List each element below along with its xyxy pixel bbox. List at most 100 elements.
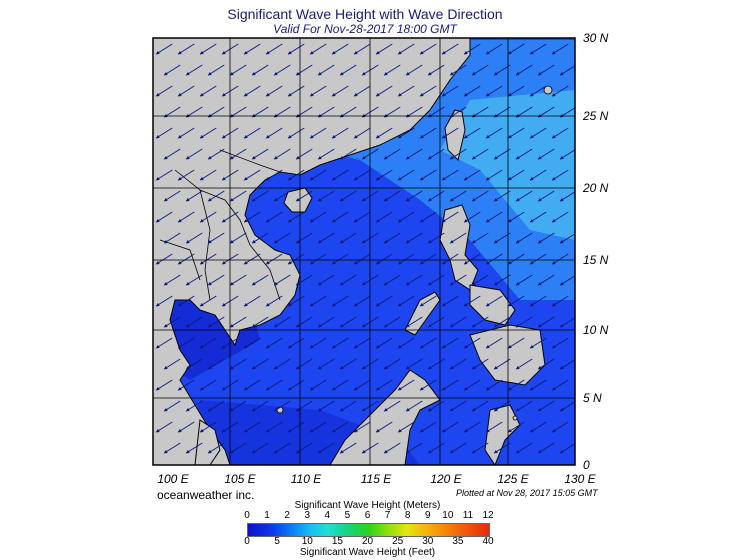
wave-arrow bbox=[405, 400, 423, 412]
wave-arrow bbox=[199, 295, 217, 307]
wave-arrow bbox=[471, 106, 489, 118]
wave-arrow bbox=[383, 64, 401, 76]
wave-arrow bbox=[309, 379, 327, 391]
wave-arrow bbox=[383, 274, 401, 286]
wave-arrow bbox=[229, 316, 247, 328]
wave-arrow bbox=[427, 400, 445, 412]
wave-arrow bbox=[449, 232, 467, 244]
wave-arrow bbox=[441, 295, 459, 307]
wave-arrow bbox=[375, 169, 393, 181]
wave-arrow bbox=[199, 421, 217, 433]
wave-arrow bbox=[463, 253, 481, 265]
wave-arrow bbox=[485, 379, 503, 391]
legend-feet-tick: 35 bbox=[452, 536, 464, 547]
wave-arrow bbox=[207, 232, 225, 244]
wave-arrow bbox=[463, 379, 481, 391]
wave-arrow bbox=[449, 106, 467, 118]
wave-arrow bbox=[287, 379, 305, 391]
wave-arrow bbox=[507, 337, 525, 349]
wave-arrow bbox=[163, 274, 181, 286]
wave-arrow bbox=[317, 190, 335, 202]
wave-arrow bbox=[207, 274, 225, 286]
wave-arrow bbox=[207, 190, 225, 202]
lat-label-5n: 5 N bbox=[583, 391, 602, 405]
wave-arrow bbox=[273, 274, 291, 286]
wave-arrow bbox=[397, 379, 415, 391]
wave-arrow bbox=[471, 274, 489, 286]
wave-arrow bbox=[537, 358, 555, 370]
wave-arrow bbox=[515, 358, 533, 370]
wave-arrow bbox=[163, 316, 181, 328]
wave-arrow bbox=[449, 274, 467, 286]
wave-arrow bbox=[199, 253, 217, 265]
legend-feet-tick: 10 bbox=[301, 536, 313, 547]
wave-arrow bbox=[199, 43, 217, 55]
wave-arrow bbox=[229, 358, 247, 370]
wave-arrow bbox=[265, 295, 283, 307]
wave-arrow bbox=[383, 358, 401, 370]
land-sulawesi bbox=[484, 404, 521, 465]
lat-label-20n: 20 N bbox=[583, 181, 609, 195]
wave-arrow bbox=[243, 295, 261, 307]
wave-arrow bbox=[551, 43, 569, 55]
wave-arrow bbox=[485, 85, 503, 97]
wave-arrow bbox=[309, 85, 327, 97]
wave-arrow bbox=[331, 379, 349, 391]
legend-meter-tick: 11 bbox=[462, 510, 474, 521]
wave-arrow bbox=[471, 64, 489, 76]
wave-arrow bbox=[529, 253, 547, 265]
land-borneo bbox=[329, 369, 441, 465]
wave-arrow bbox=[265, 211, 283, 223]
wave-arrow bbox=[353, 169, 371, 181]
wave-arrow bbox=[537, 106, 555, 118]
wave-arrow bbox=[163, 106, 181, 118]
wave-arrow bbox=[251, 64, 269, 76]
wave-arrow bbox=[529, 43, 547, 55]
lon-label-130e: 130 E bbox=[564, 472, 596, 486]
lon-label-110e: 110 E bbox=[290, 472, 322, 486]
wave-arrow bbox=[507, 295, 525, 307]
wave-arrow bbox=[383, 400, 401, 412]
wave-arrow bbox=[229, 442, 247, 454]
wave-arrow bbox=[199, 127, 217, 139]
wave-arrow bbox=[331, 253, 349, 265]
wave-arrow bbox=[427, 106, 445, 118]
wave-arrow bbox=[309, 337, 327, 349]
wave-arrow bbox=[529, 169, 547, 181]
wave-arrow bbox=[155, 211, 173, 223]
wave-arrow bbox=[375, 127, 393, 139]
wave-arrow bbox=[537, 400, 555, 412]
wave-arrow bbox=[559, 317, 575, 328]
wave-arrow bbox=[441, 169, 459, 181]
wave-arrow bbox=[185, 64, 203, 76]
wave-arrow bbox=[251, 442, 269, 454]
legend-meter-tick: 6 bbox=[364, 510, 371, 521]
wave-arrow bbox=[155, 85, 173, 97]
legend-meter-tick: 7 bbox=[384, 510, 391, 521]
wave-arrow bbox=[419, 43, 437, 55]
wave-arrow bbox=[309, 43, 327, 55]
wave-arrow bbox=[199, 211, 217, 223]
wave-arrow bbox=[229, 190, 247, 202]
wave-arrow bbox=[397, 85, 415, 97]
wave-arrow bbox=[287, 253, 305, 265]
wave-arrow bbox=[331, 337, 349, 349]
wave-arrow bbox=[199, 85, 217, 97]
wave-arrow bbox=[441, 421, 459, 433]
wave-arrow bbox=[397, 43, 415, 55]
wave-arrow bbox=[177, 379, 195, 391]
wave-arrow bbox=[287, 337, 305, 349]
peak-wave-zone bbox=[440, 90, 575, 240]
wave-arrow bbox=[339, 106, 357, 118]
wave-arrow bbox=[529, 211, 547, 223]
legend-meters-title: Significant Wave Height (Meters) bbox=[294, 500, 441, 511]
wave-arrow bbox=[199, 337, 217, 349]
wave-arrow bbox=[551, 169, 569, 181]
wave-arrow bbox=[353, 43, 371, 55]
wave-arrow bbox=[551, 85, 569, 97]
wave-arrow bbox=[551, 253, 569, 265]
wave-arrow bbox=[427, 316, 445, 328]
wave-arrow bbox=[287, 127, 305, 139]
wave-arrow bbox=[559, 149, 575, 160]
wave-arrow bbox=[471, 400, 489, 412]
